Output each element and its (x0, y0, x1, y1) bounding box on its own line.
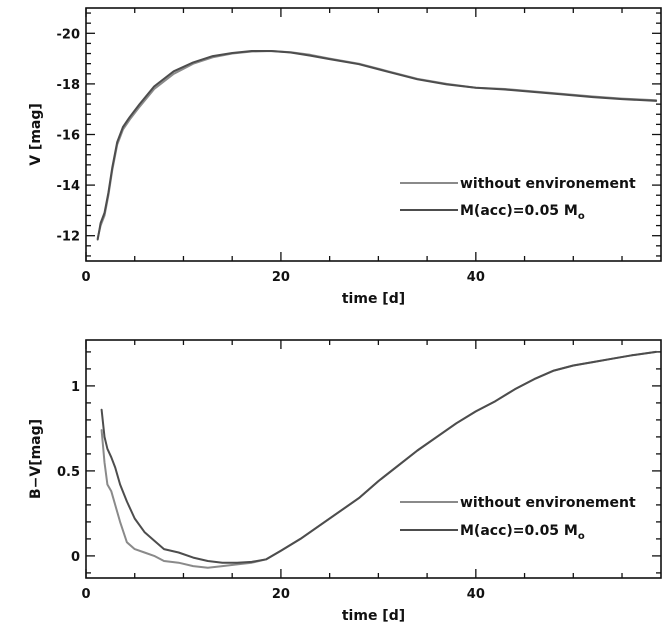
series-line-m-acc (100, 350, 658, 564)
b-v-color-panel: 0 20 40 0 0.5 1 time [d] B−V[mag] without enviro… (28, 339, 662, 624)
x-tick-label: 20 (272, 270, 290, 285)
y-tick-label: -20 (57, 27, 81, 42)
series-line-m-acc (96, 50, 658, 241)
legend-label: M(acc)=0.05 Mo (460, 523, 585, 542)
x-tick-label: 0 (81, 270, 90, 285)
x-axis-label: time [d] (342, 608, 405, 624)
y-tick-label: -18 (57, 78, 81, 93)
y-tick-label: -16 (57, 129, 81, 144)
legend-label: M(acc)=0.05 Mo (460, 203, 585, 222)
x-axis-label: time [d] (342, 291, 405, 307)
y-tick-label: 1 (71, 380, 80, 395)
y-tick-label: -14 (57, 179, 81, 194)
x-tick-label: 40 (467, 587, 485, 602)
plot-frame (85, 7, 662, 262)
y-tick-label: 0 (71, 550, 80, 565)
legend-label: without environement (460, 495, 636, 511)
y-tick-label: 0.5 (57, 465, 80, 480)
y-axis-label: V [mag] (28, 103, 44, 166)
x-tick-label: 0 (81, 587, 90, 602)
y-tick-label: -12 (57, 230, 81, 245)
v-magnitude-panel: 0 20 40 -12 -14 -16 -18 -20 time [d] V [mag] witho… (28, 7, 662, 307)
x-tick-label: 40 (467, 270, 485, 285)
plot-frame (85, 339, 662, 579)
legend-label: without environement (460, 176, 636, 192)
x-tick-label: 20 (272, 587, 290, 602)
y-axis-label: B−V[mag] (28, 419, 44, 499)
